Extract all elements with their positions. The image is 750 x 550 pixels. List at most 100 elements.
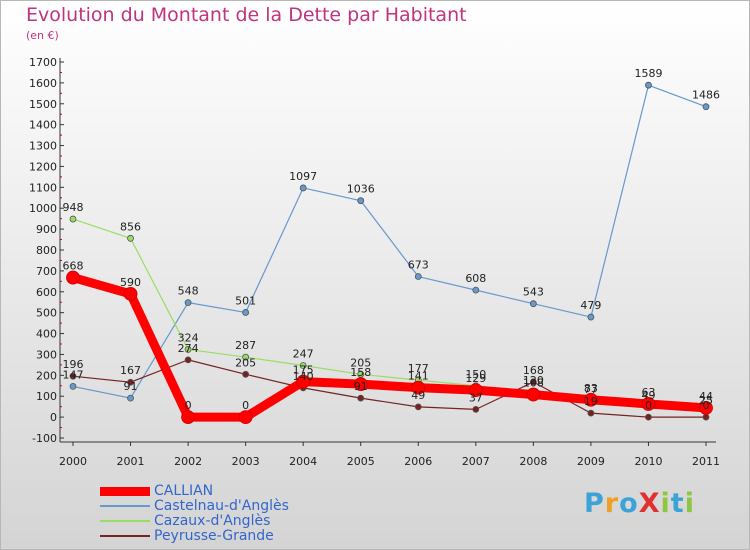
data-label-callian: 83 [584,382,598,395]
proxiti-logo: ProXiti [584,488,695,519]
data-point-castelnau-d-angles [529,300,537,308]
data-point-castelnau-d-angles [645,81,652,89]
y-tick-label: 1200 [29,160,57,173]
data-label-castelnau-d-angles: 91 [124,380,138,393]
y-tick-label: 300 [36,348,57,361]
data-label-castelnau-d-angles: 1486 [692,89,720,102]
data-point-peyrusse-grande [529,378,537,386]
legend-label: CALLIAN [154,483,214,499]
data-point-peyrusse-grande [702,413,710,421]
data-label-callian: 0 [242,399,249,412]
series-line-peyrusse-grande [72,359,707,418]
data-point-castelnau-d-angles [242,309,250,316]
data-point-peyrusse-grande [127,378,134,386]
data-label-peyrusse-grande: 167 [120,364,141,377]
data-label-peyrusse-grande: 37 [469,391,483,404]
data-point-cazaux-d-angles [127,234,134,242]
x-tick-label: 2001 [117,455,145,468]
y-tick-label: 800 [36,244,57,257]
data-point-peyrusse-grande [69,372,77,380]
data-label-cazaux-d-angles: 324 [178,331,199,344]
y-tick-label: -100 [32,432,57,445]
data-point-callian [181,410,195,425]
data-label-peyrusse-grande: 0 [645,399,652,412]
data-label-callian: 590 [120,276,141,289]
data-point-callian [66,270,80,285]
data-label-peyrusse-grande: 140 [293,370,314,383]
y-tick-label: 500 [36,307,57,320]
data-label-castelnau-d-angles: 1036 [347,183,375,196]
y-tick-label: 1500 [29,98,57,111]
data-point-peyrusse-grande [414,403,422,411]
data-point-castelnau-d-angles [357,197,365,205]
y-tick-label: 100 [36,390,57,403]
y-tick-label: 700 [36,265,57,278]
data-label-castelnau-d-angles: 673 [408,259,429,272]
data-label-peyrusse-grande: 0 [703,399,710,412]
data-label-cazaux-d-angles: 25 [699,394,713,407]
data-label-callian: 108 [523,377,544,390]
data-point-castelnau-d-angles [184,299,192,307]
data-point-castelnau-d-angles [299,184,307,192]
data-point-peyrusse-grande [184,356,192,364]
y-tick-label: 1600 [29,77,57,90]
x-tick-label: 2009 [577,455,605,468]
y-tick-label: 1100 [29,181,57,194]
data-label-cazaux-d-angles: 177 [408,362,429,375]
data-label-castelnau-d-angles: 479 [580,299,601,312]
legend-swatch [100,520,150,522]
data-label-castelnau-d-angles: 608 [465,272,486,285]
y-tick-label: 0 [50,411,57,424]
data-label-peyrusse-grande: 19 [584,395,598,408]
data-point-cazaux-d-angles [242,353,250,361]
data-label-callian: 129 [465,372,486,385]
data-label-peyrusse-grande: 49 [411,389,425,402]
data-label-callian: 44 [699,390,713,403]
data-label-cazaux-d-angles: 49 [641,389,655,402]
data-point-castelnau-d-angles [472,286,480,294]
data-label-peyrusse-grande: 91 [354,380,368,393]
data-point-callian [699,401,713,415]
line-chart: -100010020030040050060070080090010001100… [29,56,720,468]
data-point-callian [123,286,138,301]
y-tick-label: 1000 [29,202,57,215]
data-label-castelnau-d-angles: 1097 [289,170,317,183]
x-tick-label: 2005 [347,455,375,468]
data-label-callian: 175 [293,364,314,377]
data-point-castelnau-d-angles [414,273,422,280]
data-point-callian [641,397,656,411]
y-tick-label: 1400 [29,119,57,132]
data-point-peyrusse-grande [242,370,250,378]
y-tick-label: 200 [36,369,57,382]
y-tick-label: 600 [36,286,57,299]
data-point-castelnau-d-angles [587,313,595,321]
data-point-castelnau-d-angles [127,394,134,402]
data-point-callian [584,392,598,407]
x-tick-label: 2000 [59,455,87,468]
data-point-cazaux-d-angles [299,362,307,369]
data-point-callian [296,374,311,389]
series-line-callian [68,273,711,422]
series-line-castelnau-d-angles [72,84,707,399]
data-point-callian [468,383,483,398]
data-label-callian: 0 [185,399,192,412]
data-label-castelnau-d-angles: 147 [63,368,84,381]
legend-label: Castelnau-d'Anglès [154,498,289,514]
chart-unit: (en €) [26,29,59,42]
data-label-castelnau-d-angles: 543 [523,286,544,299]
legend-swatch [100,535,150,537]
legend-swatch [100,505,150,507]
x-tick-label: 2008 [519,455,547,468]
legend-label: Cazaux-d'Anglès [154,513,271,529]
legend-swatch [100,486,150,496]
x-tick-label: 2011 [692,455,720,468]
data-label-cazaux-d-angles: 856 [120,220,141,233]
x-tick-label: 2010 [634,455,662,468]
data-label-cazaux-d-angles: 77 [584,383,598,396]
data-label-peyrusse-grande: 196 [63,358,84,371]
x-tick-label: 2006 [404,455,432,468]
data-label-callian: 158 [350,366,371,379]
data-label-cazaux-d-angles: 948 [63,201,84,214]
data-point-callian [353,377,368,392]
